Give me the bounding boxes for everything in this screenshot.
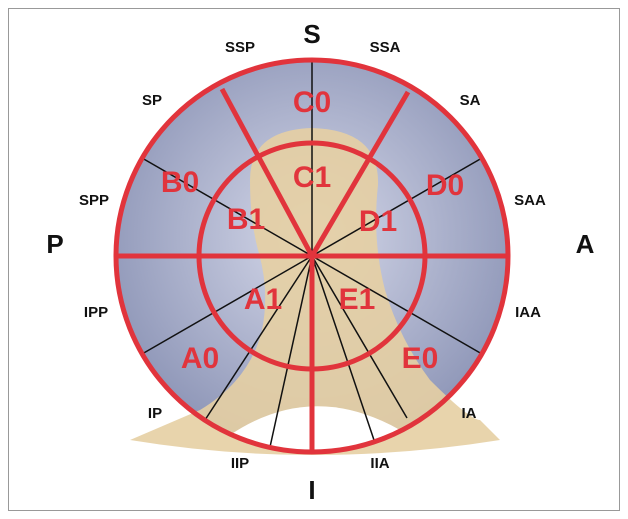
segment-label: C0 <box>293 86 331 119</box>
orientation-label: SSA <box>370 39 401 56</box>
segment-label: C1 <box>293 161 331 194</box>
orientation-label: IPP <box>84 304 108 321</box>
segment-label: D1 <box>359 205 397 238</box>
segment-label: E1 <box>339 283 376 316</box>
orientation-label: SP <box>142 92 162 109</box>
orientation-label: IIP <box>231 455 249 472</box>
direction: A <box>576 229 595 259</box>
orientation-label: SA <box>460 92 481 109</box>
orientation-label: IP <box>148 405 162 422</box>
orientation-label: SAA <box>514 192 546 209</box>
direction: P <box>46 229 63 259</box>
direction: I <box>308 475 315 505</box>
segment-label: B1 <box>227 203 265 236</box>
segment-label: E0 <box>402 342 439 375</box>
segment-label: A0 <box>181 342 219 375</box>
orientation-label: SSP <box>225 39 255 56</box>
segment-label: A1 <box>244 283 282 316</box>
segment-label: D0 <box>426 169 464 202</box>
orientation-label: SPP <box>79 192 109 209</box>
orientation-label: IIA <box>370 455 389 472</box>
diagram: S I P A SSP SSA SP SA SPP SAA IPP IAA IP IA IIP IIA… <box>0 0 628 519</box>
segment-label: B0 <box>161 166 199 199</box>
orientation-label: IAA <box>515 304 541 321</box>
direction: S <box>303 19 320 49</box>
orientation-label: IA <box>462 405 477 422</box>
